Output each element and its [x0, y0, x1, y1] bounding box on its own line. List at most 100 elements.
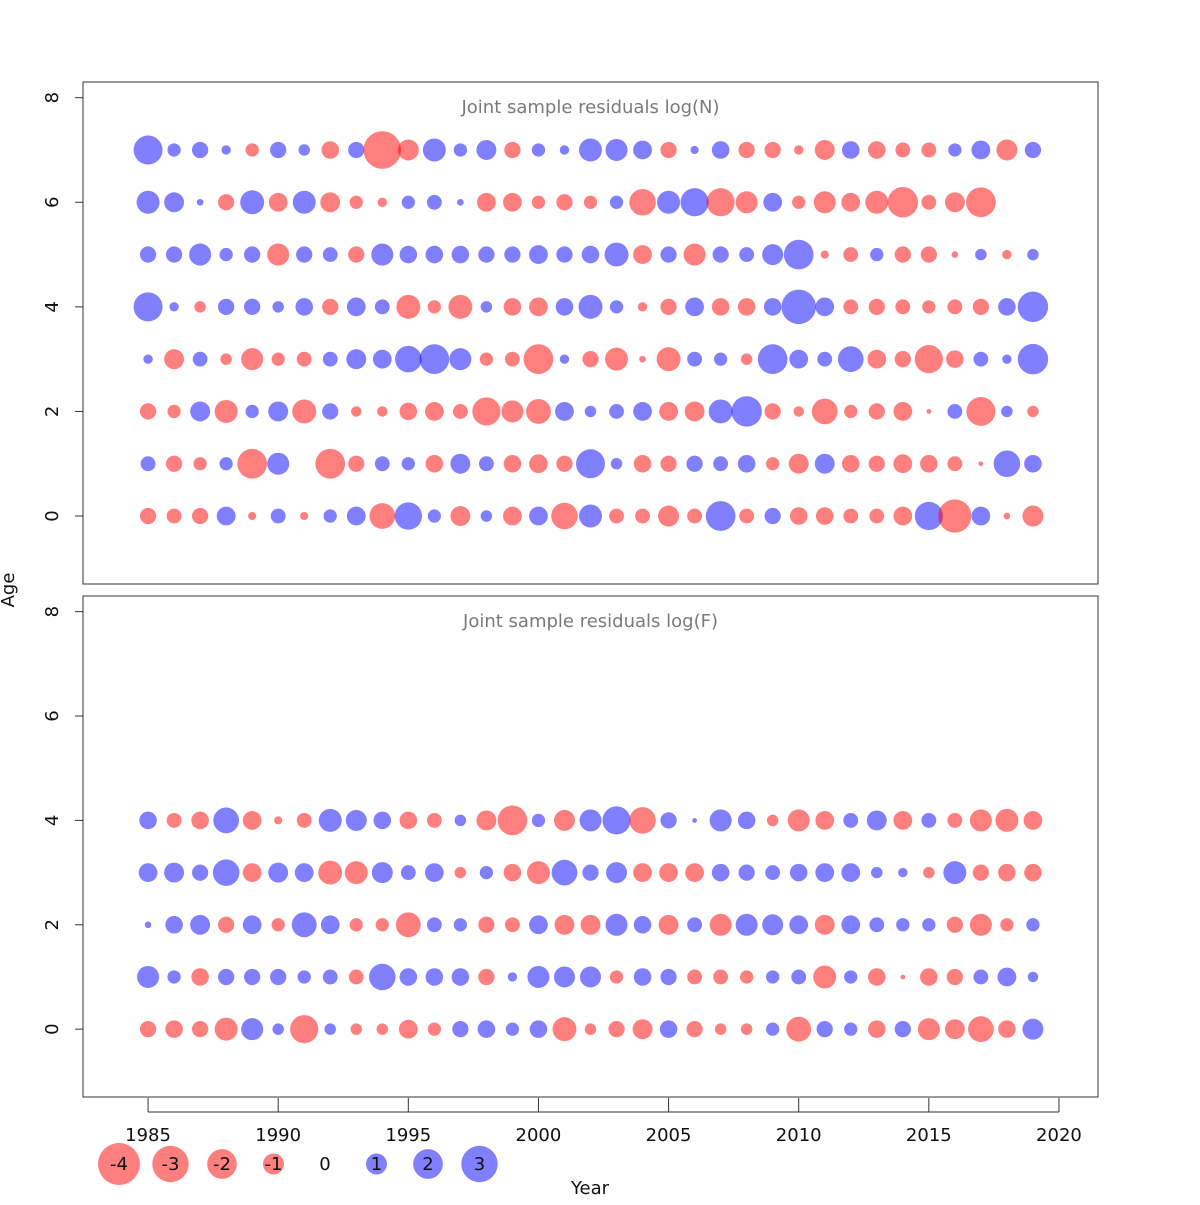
residual-bubble [714, 1023, 727, 1035]
residual-bubble [298, 144, 310, 156]
residual-bubble [868, 298, 885, 315]
residual-bubble [369, 503, 396, 529]
residual-bubble [555, 298, 574, 316]
residual-bubble [660, 812, 677, 829]
residual-bubble [292, 190, 316, 214]
residual-bubble [633, 402, 652, 421]
residual-bubble [1002, 249, 1012, 260]
residual-bubble [584, 1023, 597, 1035]
residual-bubble [1022, 1018, 1044, 1040]
residual-bubble [454, 866, 467, 879]
residual-bubble [869, 917, 885, 933]
residual-bubble [267, 243, 290, 266]
residual-bubble [192, 351, 208, 367]
residual-bubble [793, 406, 804, 417]
residual-bubble [349, 195, 363, 209]
residual-bubble [503, 298, 522, 316]
residual-bubble [968, 1016, 994, 1043]
residual-bubble [578, 294, 603, 319]
residual-bubble [372, 349, 392, 369]
residual-bubble [274, 816, 283, 825]
residual-bubble [318, 808, 342, 832]
residual-bubble [371, 862, 393, 884]
residual-bubble [766, 970, 780, 984]
residual-bubble [399, 245, 418, 264]
legend-bubble [152, 1145, 189, 1183]
residual-bubble [738, 141, 755, 159]
residual-bubble [397, 139, 419, 161]
residual-bubble [683, 243, 706, 266]
residual-bubble [709, 809, 732, 832]
residual-bubble [685, 297, 704, 317]
residual-bubble [900, 974, 906, 980]
residual-bubble [894, 351, 911, 368]
residual-bubble [478, 456, 494, 472]
residual-bubble [896, 918, 910, 932]
residual-bubble [660, 455, 677, 472]
residual-bubble [399, 968, 418, 986]
residual-bubble [844, 404, 858, 419]
residual-bubble [922, 300, 936, 314]
residual-bubble [711, 141, 730, 159]
residual-bubble [865, 190, 889, 214]
residual-bubble [946, 968, 963, 986]
residual-bubble [606, 862, 628, 884]
residual-bubble [737, 298, 756, 316]
residual-bubble [868, 968, 886, 986]
residual-bubble [917, 1018, 940, 1041]
residual-bubble [580, 966, 601, 988]
residual-bubble [605, 347, 629, 371]
residual-bubble [505, 1022, 520, 1036]
residual-bubble [453, 143, 468, 157]
residual-bubble [396, 294, 421, 319]
residual-bubble [272, 1023, 284, 1035]
legend-bubble [413, 1149, 443, 1179]
residual-bubble [241, 1018, 264, 1041]
panels-group: Joint sample residuals log(N)02468Joint … [42, 81, 1099, 1098]
residual-bubble [868, 141, 886, 159]
residual-bubble [629, 807, 656, 834]
legend-bubble [207, 1149, 237, 1179]
residual-bubble [584, 405, 597, 418]
residual-bubble [479, 352, 494, 366]
residual-bubble [268, 862, 289, 883]
residual-bubble [922, 918, 936, 932]
residual-bubble [639, 355, 646, 363]
residual-bubble [658, 914, 679, 935]
residual-bubble [893, 454, 913, 474]
residual-bubble [605, 913, 628, 936]
residual-bubble [166, 812, 182, 828]
residual-bubble [374, 299, 390, 315]
residual-bubble [604, 242, 629, 267]
residual-bubble [660, 141, 677, 159]
x-tick-label: 2015 [906, 1125, 952, 1146]
residual-bubble [190, 401, 211, 422]
residual-bubble [632, 1019, 653, 1040]
residual-bubble [218, 916, 235, 933]
residual-bubble [867, 349, 887, 369]
residual-bubble [814, 914, 835, 935]
residual-bubble [268, 401, 289, 422]
residual-bubble [554, 914, 575, 935]
residual-bubble [993, 450, 1021, 478]
residual-bubble [789, 349, 809, 369]
residual-bubble [426, 812, 442, 828]
residual-bubble [841, 915, 861, 935]
residual-bubble [764, 403, 781, 420]
residual-bubble [399, 811, 418, 830]
residual-bubble [766, 1022, 780, 1036]
residual-bubble [553, 966, 575, 988]
residual-bubble [295, 298, 313, 316]
residual-bubble [272, 301, 284, 313]
residual-bubble [139, 811, 157, 830]
residual-bubble [1017, 343, 1049, 375]
residual-bubble [692, 818, 697, 823]
residual-bubble [582, 351, 599, 368]
residual-bubble [705, 501, 736, 531]
residual-bubble [659, 402, 678, 421]
residual-bubble [166, 508, 182, 524]
residual-bubble [739, 508, 755, 524]
residual-bubble [318, 860, 343, 885]
residual-bubble [242, 915, 262, 935]
residual-bubble [713, 969, 729, 985]
